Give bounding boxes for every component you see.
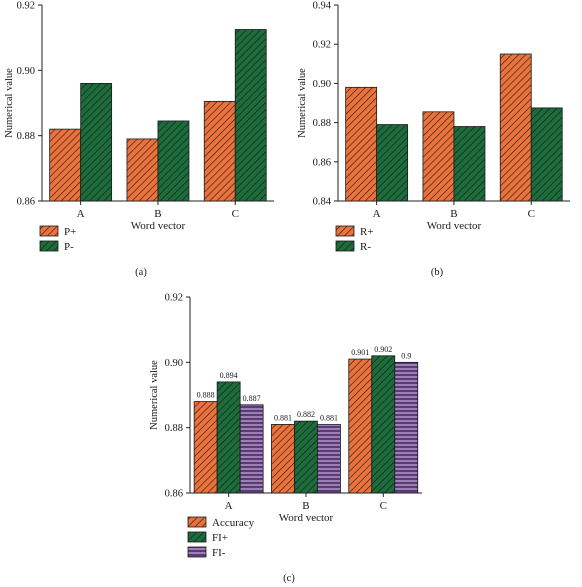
data-label: 0.882 — [297, 410, 315, 419]
bar-r-c — [530, 107, 563, 202]
x-axis-title: Word vector — [131, 220, 186, 232]
data-label: 0.9 — [401, 351, 411, 360]
panel-label: (c) — [283, 573, 295, 584]
bar-accuracy-b — [271, 423, 295, 494]
x-tick-label: C — [528, 208, 535, 220]
data-label: 0.902 — [374, 345, 392, 354]
x-axis-title: Word vector — [427, 220, 482, 232]
legend-label: R- — [360, 241, 371, 253]
panel-label: (b) — [431, 267, 444, 278]
bar-fi-a — [216, 381, 241, 494]
y-tick-label: 0.92 — [165, 293, 183, 304]
bar-p-c — [234, 29, 267, 202]
bar-fi-c — [394, 361, 419, 494]
legend-swatch — [187, 531, 207, 543]
legend-label: P+ — [64, 226, 76, 238]
chart-panel-2: 0.86 0.88 0.90 0.92 0.888 0.894 0.887 A 0.881 0.8… — [149, 293, 422, 584]
bar-p-b — [126, 138, 159, 202]
y-tick-label: 0.92 — [17, 1, 35, 12]
legend-label: R+ — [360, 226, 374, 238]
bar-accuracy-a — [193, 401, 218, 494]
x-tick-label: A — [77, 208, 85, 220]
legend-label: Accuracy — [212, 517, 255, 529]
bar-r-b — [453, 126, 486, 202]
y-axis-title: Numerical value — [149, 360, 160, 430]
y-tick-label: 0.88 — [313, 118, 331, 129]
bar-accuracy-c — [348, 358, 373, 494]
x-tick-label: C — [380, 500, 387, 512]
bar-fi-c — [371, 355, 396, 494]
x-axis-title: Word vector — [279, 512, 334, 524]
y-tick-label: 0.88 — [165, 423, 183, 434]
legend-swatch — [335, 225, 355, 237]
panel-label: (a) — [135, 267, 147, 278]
bar-p-a — [49, 128, 82, 202]
data-label: 0.881 — [274, 413, 292, 422]
bar-r-c — [499, 53, 532, 202]
bar-fi-a — [239, 404, 264, 494]
legend-label: FI+ — [212, 532, 228, 544]
y-axis-title: Numerical value — [4, 68, 15, 138]
y-tick-label: 0.88 — [17, 131, 35, 142]
legend-label: FI- — [212, 547, 226, 559]
data-label: 0.901 — [351, 348, 369, 357]
y-tick-label: 0.90 — [165, 358, 183, 369]
y-tick-label: 0.86 — [165, 489, 183, 500]
bar-p-b — [157, 120, 190, 202]
x-tick-label: B — [154, 208, 161, 220]
x-tick-label: A — [225, 500, 233, 512]
legend-swatch — [39, 225, 59, 237]
legend-swatch — [39, 240, 59, 252]
y-tick-label: 0.90 — [17, 66, 35, 77]
y-tick-label: 0.90 — [313, 79, 331, 90]
legend-swatch — [187, 516, 207, 528]
data-label: 0.894 — [220, 371, 238, 380]
bar-r-a — [345, 86, 378, 202]
y-tick-label: 0.86 — [313, 157, 331, 168]
data-label: 0.881 — [320, 413, 338, 422]
y-tick-label: 0.86 — [17, 197, 35, 208]
bar-fi-b — [294, 420, 318, 494]
data-label: 0.887 — [243, 394, 261, 403]
y-axis-title: Numerical value — [297, 68, 308, 138]
bar-p-a — [80, 83, 113, 202]
y-tick-label: 0.94 — [313, 1, 332, 12]
x-tick-label: A — [373, 208, 381, 220]
bar-r-a — [376, 124, 409, 202]
bar-p-c — [203, 100, 236, 202]
y-tick-label: 0.92 — [313, 40, 331, 51]
chart-panel-1: 0.84 0.86 0.88 0.90 0.92 0.94 A B C Word vector Nu… — [297, 1, 570, 278]
chart-panel-0: 0.86 0.88 0.90 0.92 A B C Word vector Numerical … — [4, 1, 274, 278]
x-tick-label: B — [450, 208, 457, 220]
legend-swatch — [187, 546, 207, 558]
bar-fi-b — [317, 423, 341, 494]
legend-swatch — [335, 240, 355, 252]
x-tick-label: C — [232, 208, 239, 220]
y-tick-label: 0.84 — [313, 197, 332, 208]
bar-r-b — [422, 111, 455, 202]
legend-label: P- — [64, 241, 74, 253]
data-label: 0.888 — [197, 391, 215, 400]
x-tick-label: B — [302, 500, 309, 512]
